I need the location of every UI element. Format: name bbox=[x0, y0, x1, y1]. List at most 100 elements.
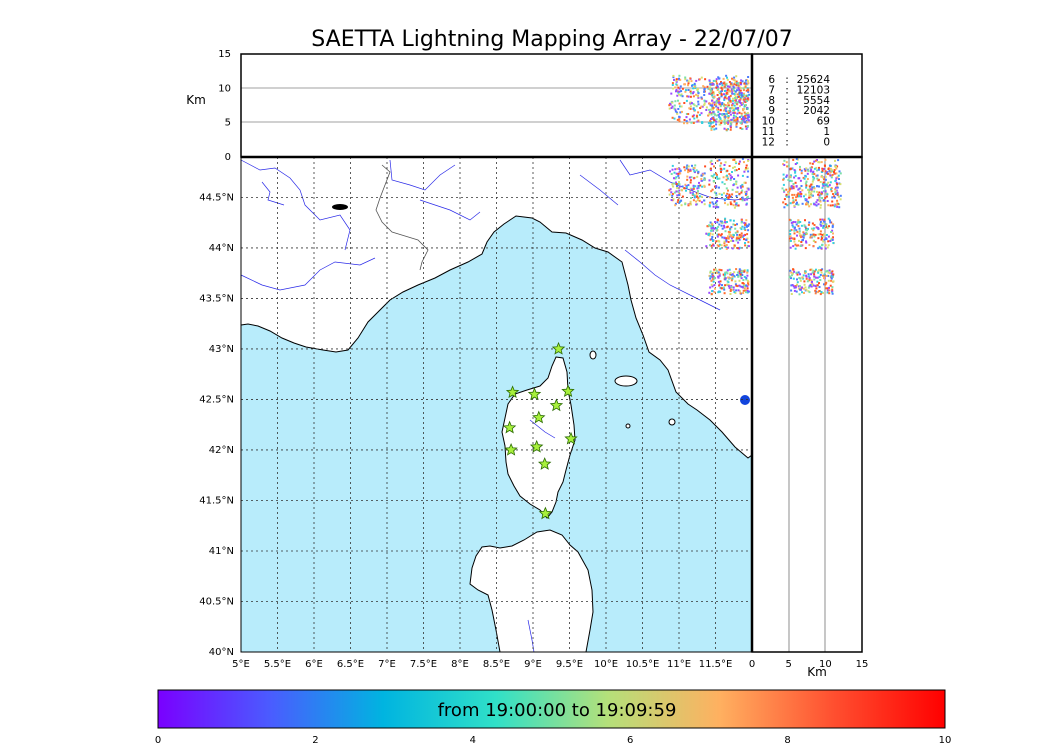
stats-level: 8 bbox=[768, 95, 775, 107]
lightning-source bbox=[741, 119, 744, 122]
lightning-source bbox=[675, 83, 678, 86]
lightning-source bbox=[805, 288, 808, 291]
lightning-source bbox=[795, 290, 798, 293]
lightning-source bbox=[804, 198, 807, 200]
colorbar-tick-label: 4 bbox=[470, 735, 476, 746]
lightning-source bbox=[713, 277, 716, 280]
lightning-source bbox=[820, 192, 823, 195]
lightning-source bbox=[728, 110, 731, 113]
lightning-source bbox=[674, 202, 677, 205]
lightning-source bbox=[826, 193, 829, 196]
lightning-source bbox=[741, 94, 744, 97]
lightning-source bbox=[833, 196, 836, 199]
lightning-source bbox=[738, 268, 741, 271]
lightning-source bbox=[693, 194, 696, 197]
lightning-source bbox=[742, 88, 745, 91]
lightning-source bbox=[819, 221, 822, 223]
lightning-source bbox=[711, 91, 714, 94]
lightning-source bbox=[821, 237, 823, 240]
lightning-source bbox=[709, 88, 712, 91]
lightning-source bbox=[812, 229, 815, 232]
lightning-source bbox=[837, 195, 840, 198]
lightning-source bbox=[678, 201, 681, 204]
lightning-source bbox=[828, 219, 831, 222]
lightning-source bbox=[735, 239, 738, 242]
lightning-source bbox=[713, 268, 716, 271]
lightning-source bbox=[821, 169, 824, 172]
lightning-source bbox=[718, 272, 721, 275]
lightning-source bbox=[725, 194, 728, 197]
lightning-source bbox=[671, 193, 674, 195]
lightning-source bbox=[746, 269, 749, 272]
lightning-source bbox=[747, 159, 750, 162]
lightning-source bbox=[692, 199, 695, 202]
lightning-source bbox=[807, 273, 810, 276]
lightning-source bbox=[719, 164, 722, 167]
lightning-source bbox=[727, 110, 730, 113]
lightning-source bbox=[803, 283, 806, 286]
lightning-source bbox=[736, 236, 739, 239]
lightning-source bbox=[736, 223, 738, 226]
lightning-source bbox=[719, 90, 722, 93]
lightning-source bbox=[827, 240, 830, 243]
lightning-source bbox=[736, 89, 738, 92]
lightning-source bbox=[748, 93, 751, 96]
lightning-source bbox=[808, 291, 811, 294]
lightning-source bbox=[710, 88, 713, 91]
lightning-source bbox=[709, 275, 712, 278]
rivers bbox=[240, 159, 753, 653]
lightning-source bbox=[675, 176, 678, 179]
lightning-source bbox=[712, 121, 714, 124]
lightning-source bbox=[790, 271, 793, 274]
lightning-source bbox=[672, 185, 675, 188]
lightning-source bbox=[672, 198, 675, 201]
lightning-source bbox=[678, 185, 681, 188]
lightning-source bbox=[805, 240, 807, 243]
lightning-source bbox=[787, 179, 790, 181]
lightning-source bbox=[673, 78, 675, 81]
lightning-source bbox=[801, 189, 804, 192]
lightning-source bbox=[696, 88, 699, 90]
lightning-source bbox=[709, 111, 712, 114]
lightning-source bbox=[690, 188, 693, 191]
lightning-source bbox=[836, 165, 839, 168]
lightning-source bbox=[816, 199, 819, 202]
lightning-source bbox=[796, 195, 799, 198]
lightning-source bbox=[715, 192, 718, 195]
lightning-source bbox=[712, 205, 715, 208]
lightning-source bbox=[744, 100, 747, 103]
lightning-source bbox=[799, 244, 802, 247]
lightning-source bbox=[740, 95, 743, 98]
lightning-source bbox=[835, 166, 837, 168]
lightning-source bbox=[834, 191, 837, 194]
longitude-tick-labels: 5°E 5.5°E 6°E 6.5°E 7°E 7.5°E 8°E 8.5°E 9°E 9.5°E… bbox=[232, 659, 732, 670]
lightning-source bbox=[808, 244, 811, 246]
lightning-source bbox=[829, 174, 832, 177]
lightning-source bbox=[743, 118, 745, 121]
lightning-source bbox=[686, 164, 689, 167]
lightning-source bbox=[716, 177, 719, 180]
lightning-source bbox=[810, 273, 813, 276]
lightning-source bbox=[835, 189, 838, 192]
lightning-source bbox=[809, 284, 812, 287]
lightning-source bbox=[727, 235, 729, 238]
lightning-source bbox=[744, 125, 747, 128]
lightning-source bbox=[746, 237, 749, 240]
lightning-source bbox=[673, 104, 676, 107]
lightning-source bbox=[744, 85, 747, 88]
lightning-source bbox=[714, 287, 716, 290]
lightning-source bbox=[803, 232, 806, 235]
lightning-source bbox=[718, 283, 721, 286]
lightning-source bbox=[782, 177, 785, 180]
lightning-source bbox=[817, 168, 820, 171]
lightning-source bbox=[747, 229, 750, 232]
lightning-source bbox=[807, 169, 810, 172]
lightning-source bbox=[808, 185, 811, 188]
lightning-source bbox=[736, 119, 739, 122]
lightning-source bbox=[729, 99, 732, 102]
lightning-source bbox=[820, 271, 823, 274]
lightning-source bbox=[692, 122, 695, 124]
lightning-source bbox=[742, 87, 745, 90]
colorbar-time-range: from 19:00:00 to 19:09:59 bbox=[438, 700, 677, 721]
lightning-source bbox=[808, 205, 811, 208]
